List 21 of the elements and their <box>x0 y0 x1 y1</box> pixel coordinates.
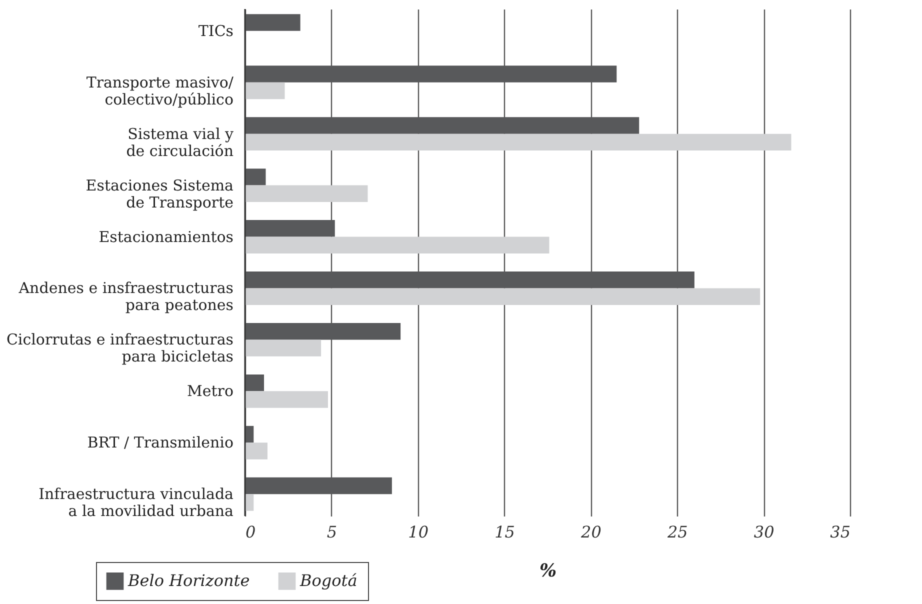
y-tick-label: Transporte masivo/ colectivo/público <box>86 73 234 108</box>
y-tick-label: TICs <box>198 22 234 40</box>
y-tick-label: Sistema vial y de circulación <box>126 124 234 160</box>
x-tick-label: 30 <box>754 522 774 542</box>
x-tick-label: 15 <box>494 522 515 542</box>
x-tick-label: 20 <box>580 522 602 542</box>
y-tick-label: BRT / Transmilenio <box>87 434 234 452</box>
y-tick-label: Metro <box>187 382 234 400</box>
x-tick-label: 25 <box>666 522 688 542</box>
y-tick-label: Infraestructura vinculada a la movilidad urbana <box>38 485 234 520</box>
x-tick-label: 10 <box>408 522 429 542</box>
legend-label: Bogotá <box>299 571 358 590</box>
y-tick-label: Ciclorrutas e infraestructuras para bicicletas <box>6 330 234 366</box>
x-axis-title: % <box>539 560 557 582</box>
x-tick-label: 5 <box>326 522 338 542</box>
legend-label: Belo Horizonte <box>127 571 250 590</box>
y-tick-label: Estaciones Sistema de Transporte <box>86 176 234 212</box>
y-tick-label: Estacionamientos <box>98 228 234 246</box>
y-tick-label: Andenes e insfraestructuras para peatones <box>18 279 234 314</box>
x-tick-label: 35 <box>830 522 850 542</box>
x-tick-label: 0 <box>246 522 256 542</box>
